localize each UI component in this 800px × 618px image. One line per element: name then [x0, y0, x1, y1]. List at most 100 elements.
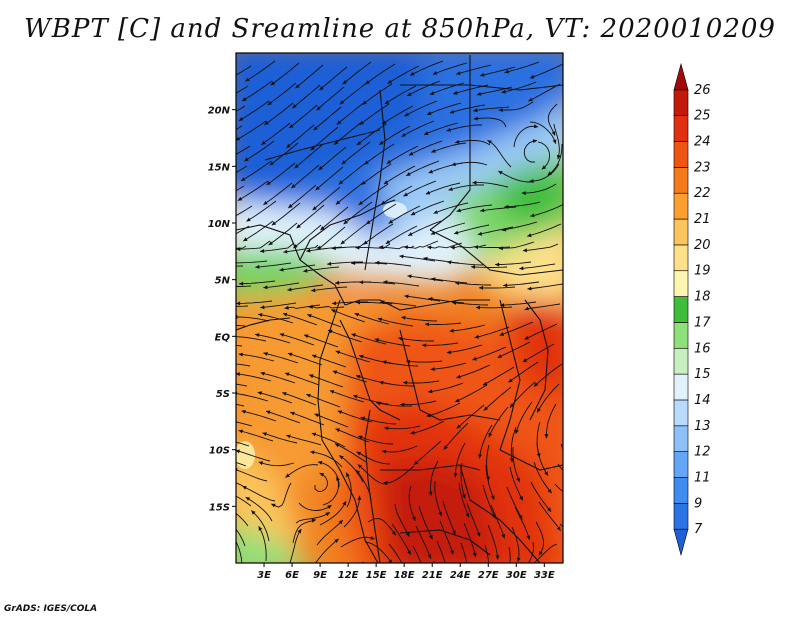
streamline [383, 281, 420, 287]
streamline [477, 226, 514, 236]
streamline-arrow [445, 571, 449, 575]
streamline-arrow [236, 247, 241, 252]
streamline [403, 180, 437, 197]
streamline-arrow [306, 248, 311, 253]
streamline-arrow [242, 486, 247, 490]
streamline [236, 421, 253, 427]
streamline [446, 344, 483, 354]
streamline-arrow [410, 71, 415, 76]
streamline-arrow [255, 333, 260, 337]
streamline [451, 161, 488, 166]
streamline-arrow [386, 159, 392, 164]
streamline [403, 240, 439, 249]
streamline-arrow [504, 204, 509, 209]
streamline [508, 361, 539, 383]
streamline [358, 183, 389, 206]
streamline-arrow [285, 473, 290, 478]
streamline-arrow [556, 526, 561, 531]
streamline [547, 143, 563, 176]
streamline [356, 123, 387, 146]
streamline-arrow [258, 526, 263, 531]
streamline-arrow [530, 563, 534, 567]
streamline [303, 266, 340, 272]
streamline-arrow [381, 449, 387, 454]
streamline [376, 402, 413, 407]
streamline [404, 295, 441, 302]
streamline-arrow [428, 169, 433, 174]
streamline [241, 410, 277, 422]
streamline [529, 163, 560, 182]
streamline [538, 501, 561, 532]
streamline [290, 411, 325, 426]
streamline-arrow [446, 127, 451, 132]
streamline-arrow [544, 471, 548, 476]
streamline [236, 305, 249, 307]
streamline-arrow [215, 179, 219, 183]
streamline [236, 441, 250, 447]
streamline-arrow [534, 382, 539, 387]
colorbar-segment [673, 322, 689, 349]
streamline-arrow [430, 367, 435, 372]
streamline-arrow [287, 352, 293, 357]
streamline-arrow [501, 533, 506, 539]
streamline [478, 286, 516, 289]
streamline-arrow [398, 592, 402, 596]
streamline-arrow [388, 559, 393, 563]
streamline-arrow [422, 343, 427, 348]
streamline-arrow [401, 315, 406, 320]
streamline [391, 523, 412, 555]
streamline-arrow [271, 503, 276, 508]
streamline [519, 263, 556, 270]
streamline [282, 313, 318, 326]
streamline [407, 220, 442, 237]
streamline-arrow [519, 266, 524, 271]
streamline-arrow [508, 378, 513, 383]
streamline [454, 442, 466, 478]
streamline [345, 472, 352, 508]
streamline [405, 160, 440, 177]
streamline-arrow [456, 208, 461, 213]
streamline [236, 85, 249, 94]
streamline [364, 143, 395, 165]
streamline [364, 541, 393, 563]
streamline [498, 101, 534, 111]
streamline-arrow [284, 305, 289, 310]
colorbar-segment [673, 89, 689, 116]
streamline-arrow [495, 262, 500, 267]
streamline-arrow [312, 354, 317, 359]
streamline-arrow [498, 246, 503, 251]
streamline-arrow [433, 210, 438, 214]
streamline-arrow [527, 233, 532, 238]
streamline [406, 80, 441, 97]
colorbar-label: 18 [694, 290, 711, 305]
streamline-arrow [374, 338, 380, 342]
streamline [401, 120, 435, 137]
streamline-arrow [238, 429, 243, 434]
streamline-arrow [428, 297, 433, 301]
streamline [236, 403, 245, 407]
y-axis: 20N 15N 10N 5N EQ 5S 10S 15S [208, 106, 236, 513]
streamline-arrow [449, 328, 454, 333]
streamline-arrow [547, 507, 552, 512]
streamline [311, 354, 347, 368]
streamline-arrow [455, 281, 460, 286]
streamline-arrow [406, 172, 411, 176]
streamline [236, 165, 248, 173]
streamline [442, 500, 456, 535]
streamline-arrow [210, 139, 215, 143]
streamline-arrow [416, 597, 420, 601]
streamline-arrow [527, 286, 532, 291]
streamline [236, 469, 268, 482]
streamline-arrow [269, 161, 275, 166]
streamline [521, 183, 557, 194]
x-tick-label: 12E [338, 570, 359, 581]
streamline-arrow [231, 261, 235, 265]
streamline [335, 350, 371, 363]
streamline-arrow [329, 390, 335, 394]
streamline [504, 201, 541, 208]
streamline-arrow [556, 154, 561, 160]
x-axis: 3E 6E 9E 12E 15E 18E 21E 24E 27E 30E 33E [257, 563, 555, 581]
colorbar-label: 13 [694, 419, 711, 434]
streamline [359, 103, 390, 126]
